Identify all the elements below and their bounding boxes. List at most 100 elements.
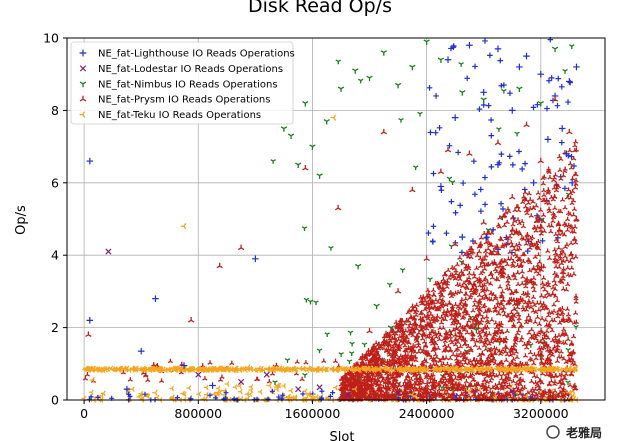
dense-point-prysm [431,361,437,367]
dense-point-lighthouse [559,84,565,90]
dense-point-prysm [540,336,546,342]
dense-point-prysm [568,251,574,256]
dense-point-prysm [254,376,260,382]
dense-point-prysm [457,381,463,386]
dense-point-prysm [537,378,543,383]
dense-point-prysm [500,347,506,353]
dense-point-prysm [540,197,546,203]
dense-point-prysm [413,354,419,359]
dense-point-nimbus [562,68,568,74]
dense-point-teku [186,385,192,391]
dense-point-prysm [387,395,393,400]
dense-point-prysm [145,377,151,383]
dense-point-prysm [470,308,476,313]
dense-point-prysm [167,358,173,364]
dense-point-prysm [461,325,468,330]
dense-point-nimbus [302,372,308,378]
dense-point-prysm [476,330,482,335]
dense-point-prysm [463,291,469,297]
dense-point-prysm [520,274,526,279]
dense-point-prysm [573,293,579,299]
dense-point-prysm [539,361,545,366]
dense-point-prysm [376,378,382,383]
dense-point-prysm [444,284,450,290]
y-tick-label: 10 [43,31,59,46]
dense-point-prysm [523,197,529,203]
dense-point-prysm [511,297,517,303]
dense-point-prysm [538,231,544,236]
dense-point-prysm [438,378,444,383]
dense-point-prysm [504,328,510,334]
dense-point-lighthouse [500,206,506,212]
x-tick-label: 800000 [174,406,222,421]
dense-point-prysm [513,335,519,340]
dense-point-prysm [527,268,533,273]
dense-point-prysm [472,298,478,303]
dense-point-prysm [365,381,371,386]
dense-point-prysm [467,280,473,286]
dense-point-prysm [557,278,563,283]
dense-point-prysm [478,357,484,362]
y-tick-label: 0 [51,393,59,408]
dense-point-prysm [481,262,488,267]
dense-point-lighthouse [507,90,513,96]
dense-point-prysm [412,386,418,391]
dense-point-prysm [370,375,376,380]
dense-point-prysm [516,377,522,382]
dense-point-prysm [528,388,534,394]
dense-point-prysm [554,358,561,364]
legend-entry-label: NE_fat-Teku IO Reads Operations [98,110,261,121]
dense-point-prysm [422,349,428,355]
dense-point-prysm [428,311,434,317]
dense-point-prysm [493,346,500,352]
dense-point-prysm [511,322,517,327]
dense-point-lighthouse [548,75,555,81]
dense-point-prysm [572,240,579,245]
dense-point-prysm [478,392,484,398]
dense-point-prysm [120,370,127,375]
dense-point-prysm [398,318,404,323]
dense-point-prysm [471,357,478,362]
y-tick-label: 2 [51,320,59,335]
dense-point-lighthouse [472,191,478,198]
data-point-series-3 [409,186,416,193]
dense-point-prysm [481,342,488,348]
dense-point-prysm [441,348,447,353]
dense-point-prysm [440,297,446,303]
dense-point-lighthouse [478,208,484,214]
dense-point-prysm [562,253,568,259]
dense-point-prysm [551,177,557,183]
dense-point-prysm [529,357,535,362]
data-point-series-2 [302,100,309,107]
data-point-series-3 [85,331,92,338]
dense-point-prysm [458,289,464,294]
dense-point-prysm [360,372,366,378]
dense-point-prysm [523,204,529,209]
dense-point-prysm [449,316,455,321]
dense-point-prysm [389,372,395,377]
dense-point-prysm [468,293,474,298]
dense-point-prysm [541,174,547,179]
dense-point-prysm [542,294,548,299]
dense-point-prysm [519,219,525,224]
dense-point-prysm [416,371,422,376]
dense-point-prysm [559,372,565,377]
dense-point-prysm [425,316,431,321]
dense-point-lighthouse [430,239,436,245]
dense-point-prysm [498,301,504,307]
dense-point-prysm [504,390,510,396]
dense-point-nimbus [417,111,423,117]
dense-point-prysm [572,142,578,148]
dense-point-prysm [500,308,507,314]
dense-point-prysm [477,263,484,269]
dense-point-prysm [564,242,570,247]
dense-point-prysm [571,156,577,161]
dense-point-prysm [487,272,494,277]
chart-title: Disk Read Op/s [248,0,392,17]
dense-point-nimbus [284,358,291,363]
dense-point-lighthouse [482,174,488,181]
dense-point-lighthouse [254,396,260,402]
dense-point-prysm [384,380,390,385]
dense-point-prysm [485,261,492,267]
data-point-series-1 [316,384,323,391]
